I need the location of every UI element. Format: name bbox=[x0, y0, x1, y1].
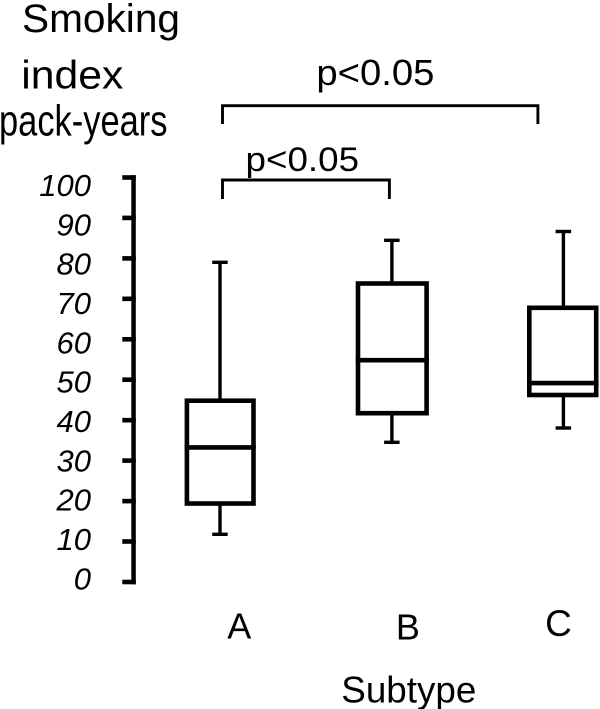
svg-text:80: 80 bbox=[57, 247, 91, 282]
svg-text:70: 70 bbox=[57, 286, 91, 321]
svg-text:60: 60 bbox=[57, 325, 91, 360]
svg-text:50: 50 bbox=[57, 365, 91, 400]
svg-text:90: 90 bbox=[57, 207, 91, 242]
svg-text:A: A bbox=[227, 606, 251, 647]
svg-text:20: 20 bbox=[56, 483, 91, 518]
svg-text:Smoking: Smoking bbox=[22, 0, 180, 41]
svg-text:0: 0 bbox=[74, 561, 91, 596]
svg-text:40: 40 bbox=[57, 404, 91, 439]
svg-text:pack-years: pack-years bbox=[0, 97, 168, 146]
svg-text:30: 30 bbox=[57, 443, 91, 478]
svg-text:p<0.05: p<0.05 bbox=[246, 141, 360, 179]
svg-text:10: 10 bbox=[57, 522, 91, 557]
svg-text:Subtype: Subtype bbox=[341, 670, 476, 709]
svg-text:100: 100 bbox=[39, 168, 91, 203]
svg-text:p<0.05: p<0.05 bbox=[316, 52, 434, 93]
svg-text:C: C bbox=[545, 603, 572, 644]
svg-text:B: B bbox=[396, 606, 420, 647]
svg-text:index: index bbox=[21, 53, 123, 97]
